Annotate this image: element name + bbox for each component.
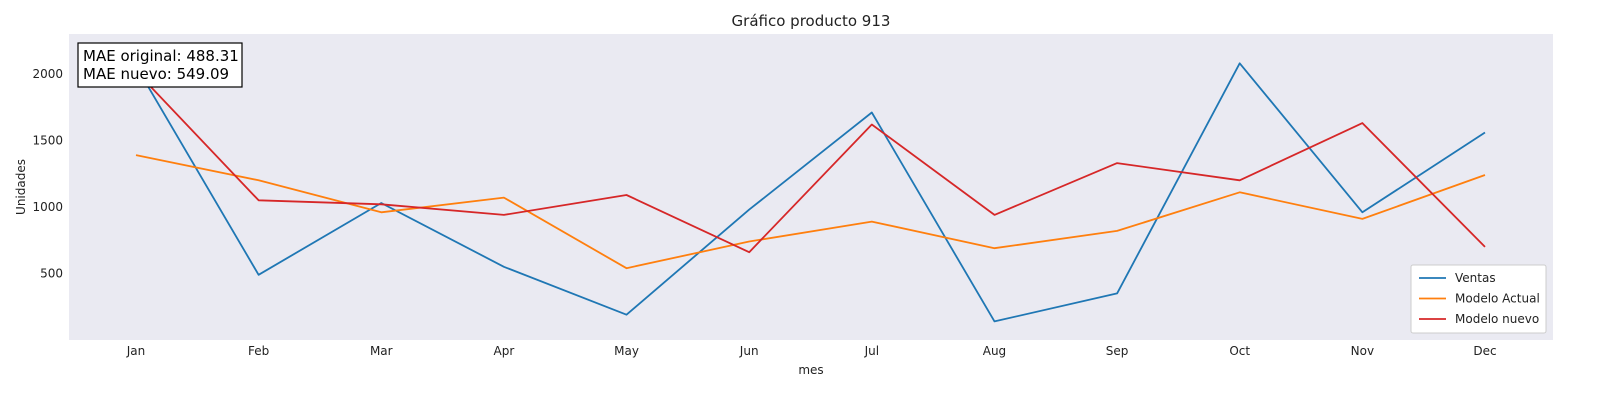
x-tick-label-oct: Oct — [1229, 344, 1250, 358]
x-tick-label-aug: Aug — [983, 344, 1006, 358]
x-tick-label-jul: Jul — [864, 344, 879, 358]
legend-frame — [1410, 264, 1547, 334]
x-tick-label-jun: Jun — [739, 344, 759, 358]
x-tick-label-mar: Mar — [370, 344, 393, 358]
legend: Ventas Modelo Actual Modelo nuevo — [1410, 264, 1547, 334]
legend-label-modelo-actual: Modelo Actual — [1455, 292, 1540, 306]
series-line-modelo-nuevo — [135, 70, 1486, 254]
legend-label-ventas: Ventas — [1455, 271, 1496, 285]
annotation-frame — [77, 42, 243, 88]
series-line-modelo-actual — [135, 154, 1486, 270]
x-tick-label-apr: Apr — [494, 344, 515, 358]
x-tick-label-sep: Sep — [1106, 344, 1129, 358]
mae-original-text: MAE original: 488.31 — [83, 47, 239, 65]
y-tick-label-1000: 1000 — [32, 200, 63, 214]
x-tick-label-jan: Jan — [126, 344, 146, 358]
series-line-ventas — [135, 62, 1486, 323]
y-tick-label-500: 500 — [40, 266, 63, 280]
y-axis-title: Unidades — [14, 159, 28, 215]
y-tick-label-1500: 1500 — [32, 133, 63, 147]
legend-label-modelo-nuevo: Modelo nuevo — [1455, 312, 1539, 326]
x-tick-label-feb: Feb — [248, 344, 269, 358]
chart-title: Gráfico producto 913 — [732, 12, 891, 30]
x-tick-label-dec: Dec — [1473, 344, 1496, 358]
mae-annotation-box: MAE original: 488.31 MAE nuevo: 549.09 — [77, 42, 243, 88]
y-tick-label-2000: 2000 — [32, 67, 63, 81]
x-tick-label-may: May — [614, 344, 639, 358]
x-axis-title: mes — [798, 363, 823, 377]
x-tick-label-nov: Nov — [1351, 344, 1374, 358]
mae-new-text: MAE nuevo: 549.09 — [83, 65, 229, 83]
